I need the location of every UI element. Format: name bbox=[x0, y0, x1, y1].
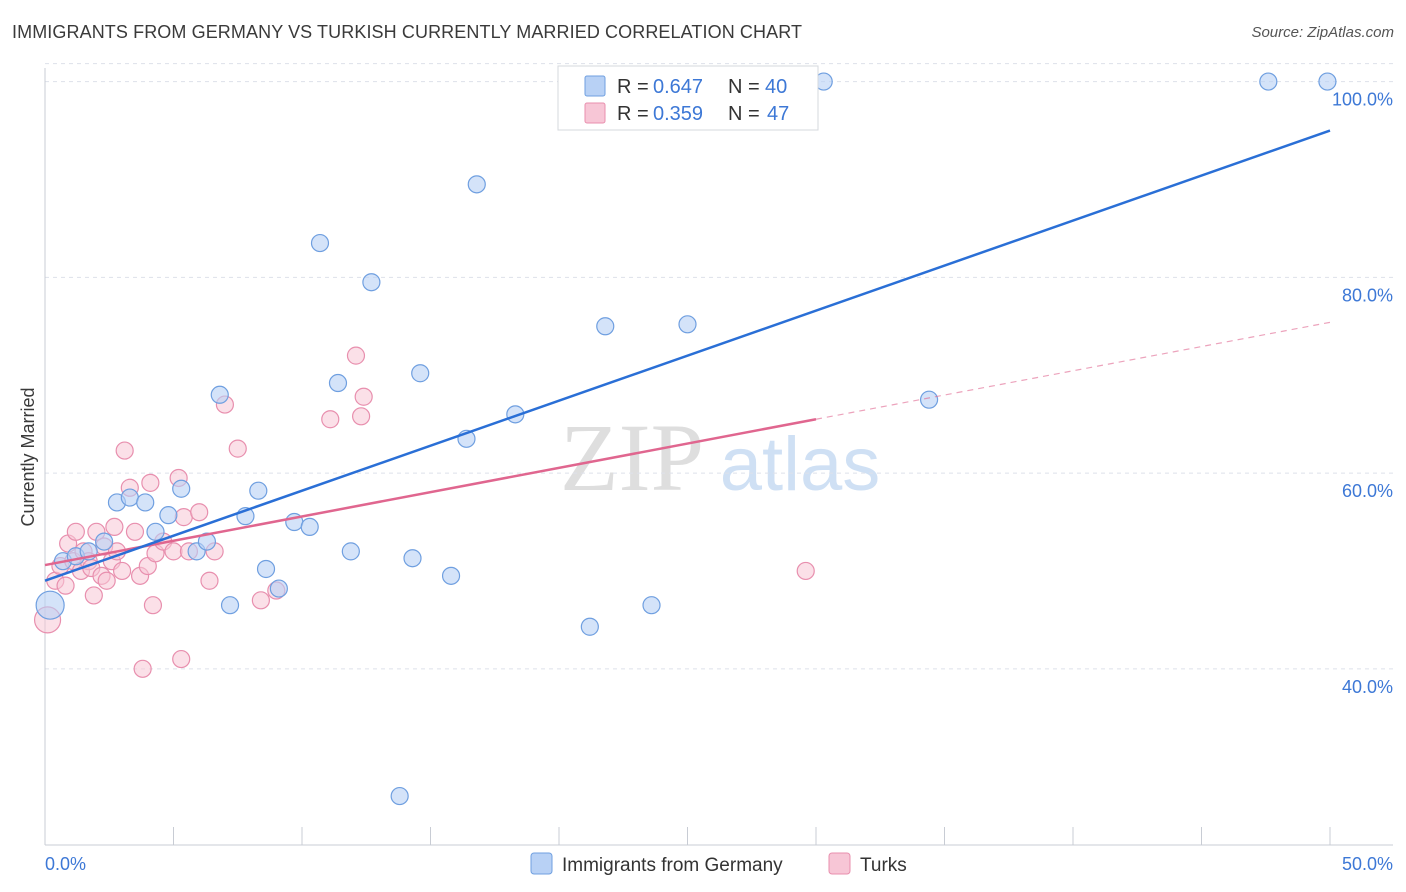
germany-point bbox=[35, 590, 65, 620]
turks-point bbox=[321, 410, 340, 429]
y-tick-label-2: 80.0% bbox=[1342, 285, 1393, 305]
y-tick-label-0: 40.0% bbox=[1342, 677, 1393, 697]
turks-point bbox=[346, 346, 366, 365]
legend-n-label-2: N = bbox=[728, 103, 760, 125]
germany-point bbox=[919, 390, 939, 409]
turks-point bbox=[105, 517, 124, 537]
turks-point bbox=[143, 596, 163, 615]
turks-trend-extension bbox=[815, 321, 1331, 420]
turks-point bbox=[200, 571, 219, 590]
germany-point bbox=[362, 273, 381, 292]
legend-r-label-1: R = bbox=[617, 76, 649, 98]
germany-trend-line bbox=[44, 129, 1331, 582]
turks-point bbox=[141, 473, 160, 492]
bottom-legend-label-germany: Immigrants from Germany bbox=[562, 855, 783, 876]
watermark-atlas: atlas bbox=[720, 422, 881, 507]
germany-point bbox=[269, 579, 288, 598]
y-tick-label-1: 60.0% bbox=[1342, 481, 1393, 501]
legend-r-value-2: 0.359 bbox=[653, 103, 703, 125]
germany-point bbox=[1318, 72, 1337, 91]
germany-point bbox=[159, 506, 178, 525]
turks-point bbox=[97, 571, 116, 590]
turks-point bbox=[133, 659, 152, 678]
turks-point bbox=[796, 561, 815, 581]
trend-lines bbox=[44, 129, 1331, 582]
turks-point bbox=[174, 508, 193, 527]
germany-point bbox=[220, 596, 240, 615]
legend-n-value-2: 47 bbox=[767, 103, 789, 125]
germany-point bbox=[256, 559, 276, 579]
germany-point bbox=[197, 532, 217, 551]
turks-point bbox=[354, 387, 373, 406]
watermark-zip: ZIP bbox=[560, 404, 704, 511]
germany-point bbox=[172, 479, 191, 498]
x-tick-label-0: 0.0% bbox=[45, 854, 86, 874]
legend-n-value-1: 40 bbox=[765, 76, 787, 98]
turks-point bbox=[251, 591, 270, 610]
bottom-legend: Immigrants from Germany Turks bbox=[530, 852, 907, 876]
turks-point bbox=[164, 542, 183, 561]
germany-point bbox=[390, 786, 409, 806]
germany-point bbox=[300, 517, 319, 537]
turks-trend-line bbox=[44, 418, 817, 567]
legend: R = 0.647 N = 40 R = 0.359 N = 47 bbox=[557, 65, 819, 131]
germany-point bbox=[146, 522, 165, 541]
bottom-legend-swatch-turks bbox=[828, 852, 851, 875]
germany-point bbox=[341, 542, 360, 561]
germany-point bbox=[210, 385, 229, 404]
germany-point bbox=[310, 233, 330, 253]
turks-point bbox=[66, 522, 85, 541]
legend-r-label-2: R = bbox=[617, 103, 649, 125]
x-tick-label-1: 50.0% bbox=[1342, 854, 1393, 874]
germany-point bbox=[95, 532, 114, 551]
turks-point bbox=[112, 561, 132, 581]
legend-swatch-pink bbox=[584, 102, 606, 124]
turks-point bbox=[125, 522, 145, 541]
germany-points bbox=[35, 72, 1337, 806]
axes bbox=[44, 68, 1393, 846]
legend-n-label-1: N = bbox=[728, 76, 760, 98]
turks-point bbox=[84, 586, 103, 605]
turks-point bbox=[190, 503, 209, 522]
germany-point bbox=[467, 175, 486, 194]
turks-point bbox=[56, 576, 75, 595]
legend-r-value-1: 0.647 bbox=[653, 76, 703, 98]
germany-point bbox=[411, 364, 430, 383]
germany-point bbox=[642, 596, 661, 615]
turks-points bbox=[33, 346, 815, 678]
y-tick-label-3: 100.0% bbox=[1332, 90, 1393, 110]
bottom-legend-swatch-germany bbox=[530, 852, 553, 875]
bottom-legend-label-turks: Turks bbox=[860, 855, 907, 876]
germany-point bbox=[328, 373, 348, 393]
chart-title: IMMIGRANTS FROM GERMANY VS TURKISH CURRE… bbox=[12, 22, 803, 42]
germany-point bbox=[580, 617, 599, 636]
turks-point bbox=[228, 439, 247, 458]
germany-point bbox=[136, 493, 155, 512]
germany-point bbox=[441, 566, 461, 585]
germany-point bbox=[403, 549, 422, 568]
turks-point bbox=[172, 649, 191, 669]
chart-source: Source: ZipAtlas.com bbox=[1251, 24, 1394, 41]
germany-point bbox=[249, 481, 268, 500]
germany-point bbox=[120, 488, 139, 507]
gridlines bbox=[45, 63, 1393, 670]
turks-point bbox=[352, 407, 371, 426]
tick-labels: 40.0% 60.0% 80.0% 100.0% 0.0% 50.0% bbox=[45, 90, 1393, 874]
germany-point bbox=[1259, 72, 1278, 91]
legend-swatch-blue bbox=[584, 75, 606, 97]
germany-point bbox=[596, 317, 615, 336]
y-axis-title: Currently Married bbox=[18, 387, 38, 526]
turks-point bbox=[115, 441, 134, 460]
germany-point bbox=[678, 315, 697, 334]
